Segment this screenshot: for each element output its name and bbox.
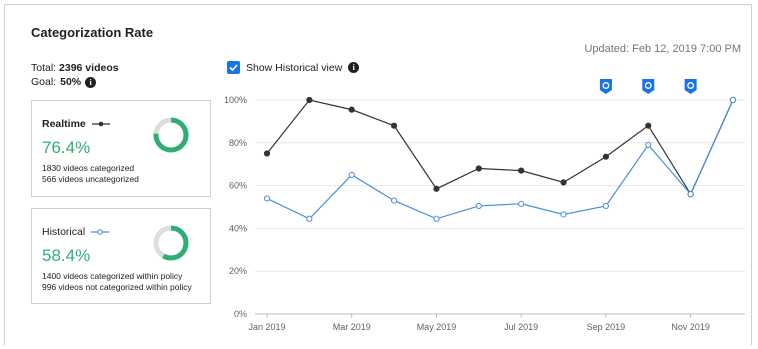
historical-data-point[interactable] (263, 195, 271, 202)
line-chart: 0% 20% 40% 60% 80% 100% Jan 2019 Mar 2019 May 20… (217, 77, 753, 344)
x-tick-label: May 2019 (417, 322, 457, 332)
event-marker-icon[interactable] (599, 79, 612, 94)
y-tick-label: 40% (229, 223, 247, 233)
historical-label-text: Historical (42, 226, 86, 238)
historical-series-line (266, 99, 734, 220)
y-tick-label: 20% (229, 266, 247, 276)
realtime-data-point[interactable] (306, 96, 313, 104)
historical-donut-chart (153, 225, 189, 261)
categorization-rate-panel: Categorization Rate Updated: Feb 12, 201… (4, 4, 752, 345)
x-tick-label: Nov 2019 (671, 322, 710, 332)
x-tick-label: Mar 2019 (333, 322, 371, 332)
gear-icon (644, 82, 652, 89)
realtime-card: Realtime 76.4% 1830 videos categorized 5… (31, 100, 211, 197)
historical-data-point[interactable] (390, 197, 398, 204)
line-chart-svg: 0% 20% 40% 60% 80% 100% Jan 2019 Mar 2019 May 20… (224, 79, 745, 332)
y-tick-label: 0% (234, 309, 247, 319)
x-tick-label: Jul 2019 (504, 322, 538, 332)
historical-data-point[interactable] (560, 211, 567, 218)
y-tick-label: 60% (229, 181, 247, 191)
realtime-label-text: Realtime (42, 118, 86, 130)
historical-label: Historical (42, 226, 110, 238)
historical-data-point[interactable] (602, 202, 610, 210)
realtime-data-point[interactable] (390, 122, 398, 129)
historical-data-point[interactable] (475, 202, 482, 210)
y-tick-label: 80% (229, 138, 247, 148)
realtime-data-point[interactable] (475, 165, 482, 172)
panel-title: Categorization Rate (31, 25, 154, 40)
donut-fill (153, 225, 189, 261)
historical-data-point[interactable] (729, 96, 737, 104)
realtime-label: Realtime (42, 118, 110, 130)
info-icon[interactable]: i (348, 62, 360, 73)
realtime-donut-chart (153, 117, 189, 153)
realtime-data-point[interactable] (263, 150, 271, 157)
realtime-percent: 76.4% (42, 138, 91, 157)
historical-categorized-count: 1400 videos categorized within policy (42, 271, 183, 281)
event-marker-icon[interactable] (684, 79, 697, 94)
realtime-categorized-count: 1830 videos categorized (42, 163, 135, 173)
goal-value: 50% (60, 76, 82, 88)
donut-fill (153, 117, 189, 153)
check-icon (229, 64, 238, 72)
realtime-uncategorized-count: 566 videos uncategorized (42, 174, 139, 184)
realtime-data-point[interactable] (518, 167, 525, 174)
realtime-data-point[interactable] (645, 122, 652, 129)
realtime-series-line (266, 99, 734, 196)
historical-data-point[interactable] (518, 200, 525, 207)
historical-data-point[interactable] (306, 215, 313, 222)
x-tick-label: Jan 2019 (248, 322, 285, 332)
x-tick-label: Sep 2019 (587, 322, 626, 332)
y-tick-label: 100% (224, 95, 247, 105)
realtime-data-point[interactable] (560, 179, 567, 186)
show-historical-toggle[interactable]: Show Historical view i (227, 61, 360, 74)
goal: Goal: 50% i (31, 76, 97, 88)
historical-percent: 58.4% (42, 246, 91, 265)
gear-icon (687, 82, 695, 89)
goal-label: Goal: (31, 76, 57, 88)
total-videos: Total: 2396 videos (31, 62, 119, 74)
updated-timestamp: Updated: Feb 12, 2019 7:00 PM (584, 43, 741, 55)
info-icon[interactable]: i (85, 76, 97, 88)
historical-data-point[interactable] (645, 141, 652, 149)
gear-icon (602, 82, 610, 89)
historical-data-point[interactable] (348, 171, 355, 179)
show-historical-label: Show Historical view (246, 61, 343, 74)
historical-legend-line-icon (91, 228, 110, 236)
historical-data-point[interactable] (433, 215, 440, 222)
realtime-data-point[interactable] (433, 185, 440, 192)
event-marker-icon[interactable] (642, 79, 655, 94)
realtime-data-point[interactable] (348, 106, 355, 113)
historical-card: Historical 58.4% 1400 videos categorized… (31, 208, 211, 304)
total-label: Total: (31, 62, 57, 74)
historical-uncategorized-count: 996 videos not categorized within policy (42, 282, 192, 292)
realtime-legend-line-icon (91, 120, 110, 128)
realtime-data-point[interactable] (602, 153, 610, 160)
historical-data-point[interactable] (687, 191, 694, 198)
show-historical-checkbox[interactable] (227, 61, 240, 74)
total-value: 2396 videos (59, 62, 119, 74)
